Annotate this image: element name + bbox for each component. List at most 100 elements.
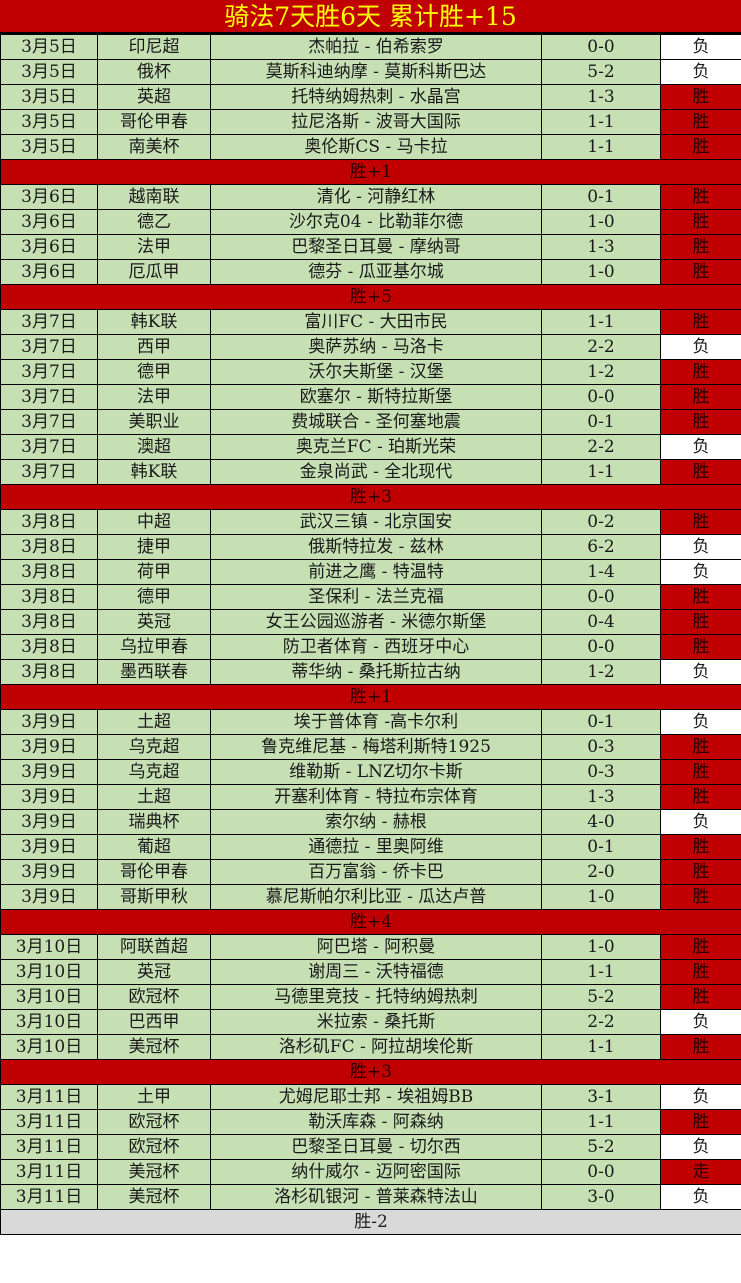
result-cell: 胜 — [660, 409, 741, 435]
match-row: 3月9日 瑞典杯 索尔纳 - 赫根 4-0 负 — [0, 809, 741, 835]
match-cell: 奥克兰FC - 珀斯光荣 — [210, 434, 542, 460]
match-cell: 马德里竞技 - 托特纳姆热刺 — [210, 984, 542, 1010]
match-row: 3月8日 英冠 女王公园巡游者 - 米德尔斯堡 0-4 胜 — [0, 609, 741, 635]
day-summary: 胜+1 — [0, 159, 741, 185]
match-cell: 莫斯科迪纳摩 - 莫斯科斯巴达 — [210, 59, 542, 85]
date-cell: 3月11日 — [0, 1109, 98, 1135]
score-cell: 1-1 — [541, 134, 661, 160]
day-summary: 胜+3 — [0, 1059, 741, 1085]
date-cell: 3月6日 — [0, 184, 98, 210]
match-cell: 杰帕拉 - 伯希索罗 — [210, 34, 542, 60]
score-cell: 0-0 — [541, 34, 661, 60]
date-cell: 3月8日 — [0, 609, 98, 635]
league-cell: 土超 — [97, 709, 211, 735]
result-cell: 负 — [660, 59, 741, 85]
match-row: 3月5日 南美杯 奥伦斯CS - 马卡拉 1-1 胜 — [0, 134, 741, 160]
match-cell: 洛杉矶银河 - 普莱森特法山 — [210, 1184, 542, 1210]
match-row: 3月9日 土超 埃于普体育 -高卡尔利 0-1 负 — [0, 709, 741, 735]
league-cell: 欧冠杯 — [97, 984, 211, 1010]
league-cell: 巴西甲 — [97, 1009, 211, 1035]
date-cell: 3月11日 — [0, 1084, 98, 1110]
result-cell: 胜 — [660, 109, 741, 135]
match-cell: 沃尔夫斯堡 - 汉堡 — [210, 359, 542, 385]
day-summary-row: 胜+4 — [0, 909, 741, 935]
league-cell: 哥伦甲春 — [97, 109, 211, 135]
date-cell: 3月8日 — [0, 509, 98, 535]
match-cell: 米拉索 - 桑托斯 — [210, 1009, 542, 1035]
score-cell: 0-4 — [541, 609, 661, 635]
league-cell: 中超 — [97, 509, 211, 535]
league-cell: 印尼超 — [97, 34, 211, 60]
league-cell: 德甲 — [97, 359, 211, 385]
score-cell: 1-2 — [541, 359, 661, 385]
match-cell: 通德拉 - 里奥阿维 — [210, 834, 542, 860]
league-cell: 荷甲 — [97, 559, 211, 585]
match-cell: 拉尼洛斯 - 波哥大国际 — [210, 109, 542, 135]
day-summary-row: 胜-2 — [0, 1209, 741, 1235]
league-cell: 德甲 — [97, 584, 211, 610]
sheet-title: 骑法7天胜6天 累计胜+15 — [0, 0, 741, 34]
match-cell: 开塞利体育 - 特拉布宗体育 — [210, 784, 542, 810]
score-cell: 5-2 — [541, 984, 661, 1010]
score-cell: 1-3 — [541, 784, 661, 810]
day-summary: 胜+4 — [0, 909, 741, 935]
match-row: 3月11日 土甲 尤姆尼耶士邦 - 埃祖姆BB 3-1 负 — [0, 1084, 741, 1110]
match-cell: 索尔纳 - 赫根 — [210, 809, 542, 835]
league-cell: 瑞典杯 — [97, 809, 211, 835]
date-cell: 3月11日 — [0, 1134, 98, 1160]
date-cell: 3月9日 — [0, 884, 98, 910]
match-cell: 勒沃库森 - 阿森纳 — [210, 1109, 542, 1135]
match-cell: 尤姆尼耶士邦 - 埃祖姆BB — [210, 1084, 542, 1110]
date-cell: 3月9日 — [0, 834, 98, 860]
score-cell: 1-1 — [541, 1034, 661, 1060]
match-cell: 费城联合 - 圣何塞地震 — [210, 409, 542, 435]
match-row: 3月7日 澳超 奥克兰FC - 珀斯光荣 2-2 负 — [0, 434, 741, 460]
match-row: 3月11日 欧冠杯 勒沃库森 - 阿森纳 1-1 胜 — [0, 1109, 741, 1135]
date-cell: 3月8日 — [0, 584, 98, 610]
date-cell: 3月6日 — [0, 234, 98, 260]
league-cell: 土甲 — [97, 1084, 211, 1110]
league-cell: 美冠杯 — [97, 1184, 211, 1210]
score-cell: 0-1 — [541, 409, 661, 435]
match-cell: 女王公园巡游者 - 米德尔斯堡 — [210, 609, 542, 635]
date-cell: 3月9日 — [0, 784, 98, 810]
league-cell: 韩K联 — [97, 459, 211, 485]
date-cell: 3月5日 — [0, 84, 98, 110]
result-cell: 胜 — [660, 859, 741, 885]
score-cell: 2-2 — [541, 434, 661, 460]
league-cell: 墨西联春 — [97, 659, 211, 685]
match-row: 3月9日 土超 开塞利体育 - 特拉布宗体育 1-3 胜 — [0, 784, 741, 810]
league-cell: 乌拉甲春 — [97, 634, 211, 660]
match-row: 3月6日 德乙 沙尔克04 - 比勒菲尔德 1-0 胜 — [0, 209, 741, 235]
match-row: 3月9日 哥伦甲春 百万富翁 - 侨卡巴 2-0 胜 — [0, 859, 741, 885]
match-row: 3月9日 哥斯甲秋 慕尼斯帕尔利比亚 - 瓜达卢普 1-0 胜 — [0, 884, 741, 910]
result-cell: 胜 — [660, 1034, 741, 1060]
day-summary-row: 胜+1 — [0, 684, 741, 710]
match-row: 3月8日 中超 武汉三镇 - 北京国安 0-2 胜 — [0, 509, 741, 535]
league-cell: 阿联酋超 — [97, 934, 211, 960]
score-cell: 0-0 — [541, 1159, 661, 1185]
league-cell: 西甲 — [97, 334, 211, 360]
league-cell: 英超 — [97, 84, 211, 110]
league-cell: 英冠 — [97, 959, 211, 985]
score-cell: 1-0 — [541, 259, 661, 285]
league-cell: 美冠杯 — [97, 1159, 211, 1185]
match-row: 3月7日 韩K联 富川FC - 大田市民 1-1 胜 — [0, 309, 741, 335]
result-cell: 胜 — [660, 384, 741, 410]
result-cell: 胜 — [660, 759, 741, 785]
match-cell: 维勒斯 - LNZ切尔卡斯 — [210, 759, 542, 785]
result-cell: 胜 — [660, 209, 741, 235]
match-row: 3月7日 法甲 欧塞尔 - 斯特拉斯堡 0-0 胜 — [0, 384, 741, 410]
date-cell: 3月10日 — [0, 959, 98, 985]
match-row: 3月6日 厄瓜甲 德芬 - 瓜亚基尔城 1-0 胜 — [0, 259, 741, 285]
date-cell: 3月8日 — [0, 534, 98, 560]
day-summary-row: 胜+5 — [0, 284, 741, 310]
league-cell: 澳超 — [97, 434, 211, 460]
result-cell: 胜 — [660, 259, 741, 285]
result-cell: 胜 — [660, 134, 741, 160]
match-row: 3月5日 印尼超 杰帕拉 - 伯希索罗 0-0 负 — [0, 34, 741, 60]
date-cell: 3月8日 — [0, 659, 98, 685]
result-cell: 胜 — [660, 1109, 741, 1135]
score-cell: 0-0 — [541, 634, 661, 660]
match-cell: 欧塞尔 - 斯特拉斯堡 — [210, 384, 542, 410]
